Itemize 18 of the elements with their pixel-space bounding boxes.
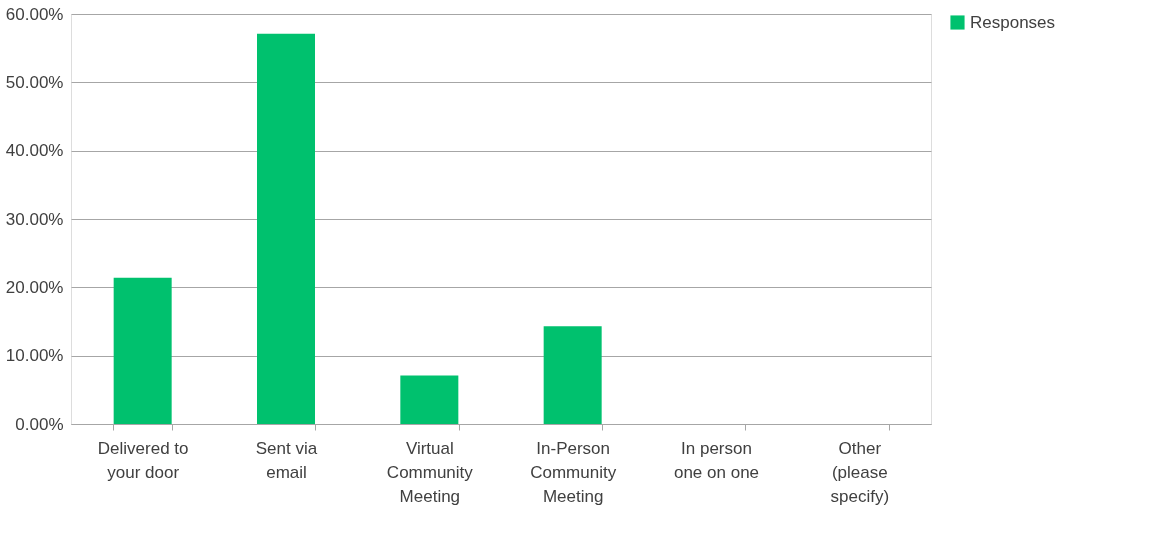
x-tick-label: In-Person Community Meeting	[530, 438, 617, 506]
y-tick-label: 20.00%	[5, 277, 64, 297]
x-tick-label: Other (please specify)	[830, 438, 890, 506]
y-tick-label: 0.00%	[15, 414, 64, 434]
y-tick-label: 60.00%	[5, 4, 64, 24]
y-tick-label: 40.00%	[5, 141, 64, 161]
x-tick-label: Delivered to your door	[97, 438, 189, 482]
bar	[543, 326, 602, 424]
x-tick-label: In person one on one	[673, 438, 760, 482]
bar	[113, 277, 172, 424]
x-tick-label: Sent via email	[255, 438, 318, 482]
x-tick-label: Virtual Community Meeting	[386, 438, 474, 506]
legend-label: Responses	[970, 12, 1056, 32]
bar	[257, 33, 315, 424]
y-tick-label: 50.00%	[5, 72, 64, 92]
y-tick-label: 10.00%	[5, 346, 64, 366]
bar	[400, 375, 459, 424]
y-tick-label: 30.00%	[5, 209, 64, 229]
